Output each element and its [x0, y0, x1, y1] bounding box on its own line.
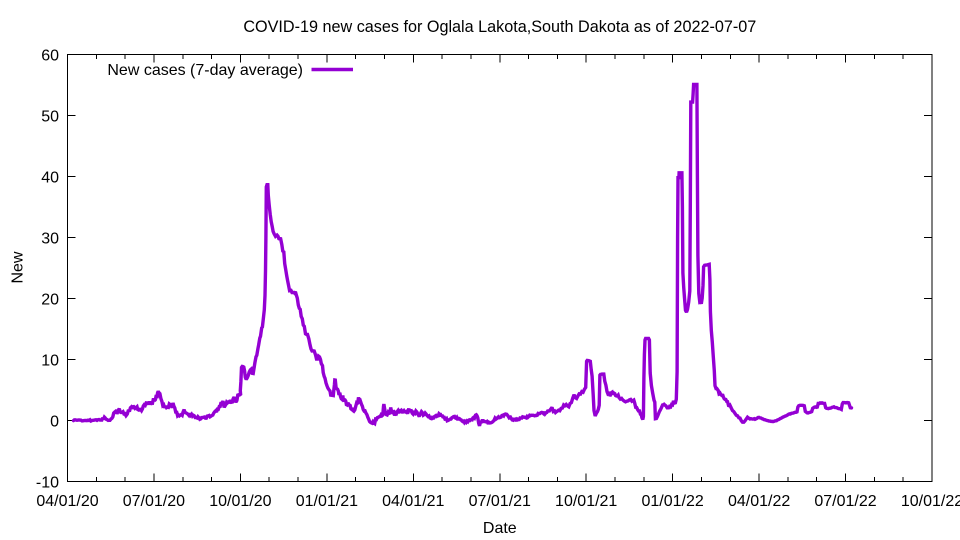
svg-text:COVID-19 new cases for Oglala: COVID-19 new cases for Oglala Lakota,Sou…: [243, 18, 756, 36]
svg-text:07/01/20: 07/01/20: [123, 493, 185, 510]
svg-text:04/01/21: 04/01/21: [382, 493, 444, 510]
svg-text:10/01/20: 10/01/20: [209, 493, 271, 510]
svg-text:07/01/22: 07/01/22: [814, 493, 876, 510]
svg-text:01/01/22: 01/01/22: [641, 493, 703, 510]
svg-text:50: 50: [41, 109, 59, 126]
svg-text:07/01/21: 07/01/21: [469, 493, 531, 510]
svg-text:04/01/20: 04/01/20: [36, 493, 98, 510]
svg-text:04/01/22: 04/01/22: [728, 493, 790, 510]
svg-text:20: 20: [41, 292, 59, 309]
svg-text:40: 40: [41, 170, 59, 187]
svg-text:10/01/21: 10/01/21: [555, 493, 617, 510]
svg-text:0: 0: [50, 414, 59, 431]
svg-text:Date: Date: [483, 520, 517, 537]
svg-text:30: 30: [41, 231, 59, 248]
svg-text:10: 10: [41, 353, 59, 370]
svg-text:-10: -10: [36, 475, 59, 492]
svg-text:60: 60: [41, 48, 59, 65]
svg-text:New: New: [10, 251, 27, 283]
svg-text:New cases (7-day average): New cases (7-day average): [107, 62, 303, 79]
svg-text:01/01/21: 01/01/21: [296, 493, 358, 510]
svg-text:10/01/22: 10/01/22: [901, 493, 960, 510]
